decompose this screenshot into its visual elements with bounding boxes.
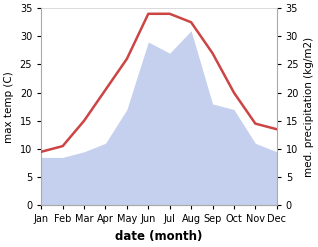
Y-axis label: max temp (C): max temp (C) <box>4 71 14 143</box>
X-axis label: date (month): date (month) <box>115 230 203 243</box>
Y-axis label: med. precipitation (kg/m2): med. precipitation (kg/m2) <box>304 37 314 177</box>
